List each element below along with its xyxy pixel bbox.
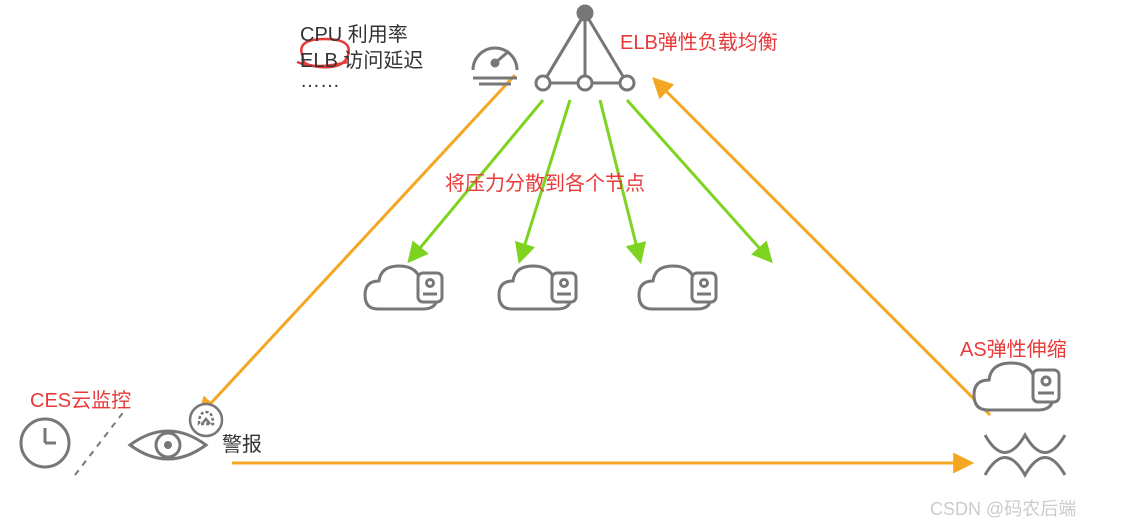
ces-label: CES云监控 — [30, 384, 131, 413]
server-node-2 — [639, 266, 716, 309]
as-to-elb — [655, 80, 990, 415]
alarm-label: 警报 — [222, 428, 262, 457]
metrics-line1: CPU 利用率 — [300, 18, 408, 47]
diagram-root: { "colors":{ "orange":"#f5a623","green":… — [0, 0, 1130, 526]
as-label: AS弹性伸缩 — [960, 333, 1067, 362]
metrics-elb-word: ELB — [300, 50, 338, 72]
as-cloud-icon — [974, 363, 1059, 410]
spring-icon — [985, 435, 1065, 475]
metrics-latency: 访问延迟 — [343, 50, 423, 72]
green-arrow-3 — [627, 100, 770, 260]
distribute-label: 将压力分散到各个节点 — [445, 167, 645, 196]
server-node-0 — [365, 266, 442, 309]
metrics-line2: ELB 访问延迟 — [300, 44, 423, 73]
server-node-1 — [499, 266, 576, 309]
clock-icon — [21, 419, 69, 467]
elb-to-ces — [200, 75, 515, 415]
metrics-line3: …… — [300, 70, 340, 93]
eye-icon — [130, 431, 206, 459]
elb-title: ELB弹性负载均衡 — [620, 26, 778, 55]
gauge-icon — [473, 48, 517, 84]
watermark: CSDN @码农后端 — [930, 495, 1076, 521]
dashed-divider — [75, 410, 125, 475]
alarm-icon — [190, 404, 222, 436]
diagram-canvas — [0, 0, 1130, 526]
